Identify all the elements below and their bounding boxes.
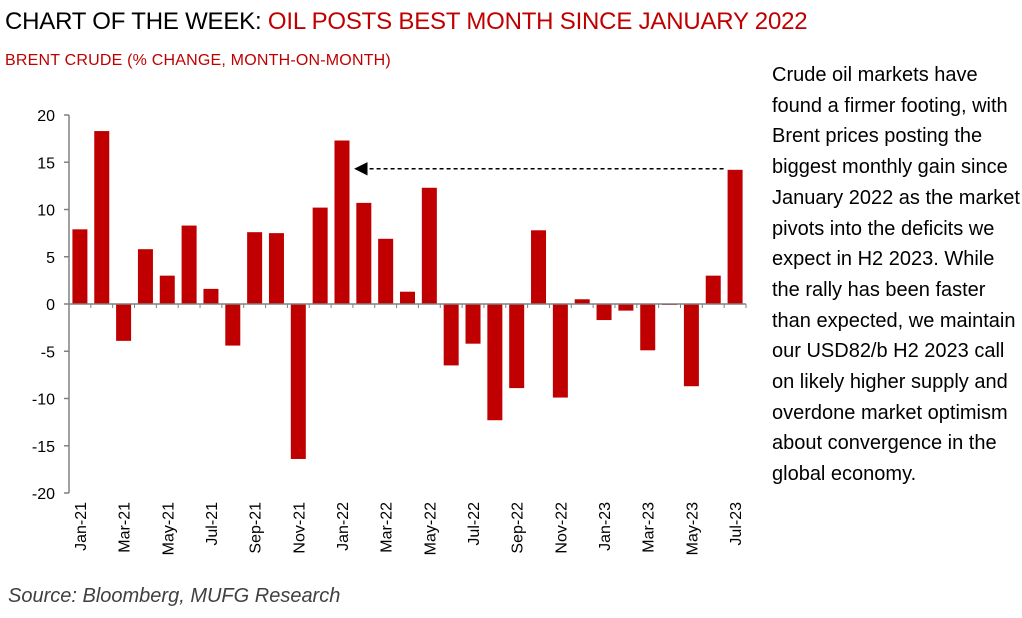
bar-Dec-22	[574, 299, 590, 304]
y-tick-label: -5	[41, 344, 55, 361]
bar-Apr-22	[400, 291, 415, 304]
y-tick-label: -10	[32, 392, 55, 409]
bar-Nov-21	[290, 304, 306, 459]
x-tick-label: Mar-23	[641, 502, 658, 553]
title-highlight: OIL POSTS BEST MONTH SINCE JANUARY 2022	[267, 8, 808, 35]
x-tick-label: Jan-21	[73, 502, 90, 551]
x-axis: Jan-21 Mar-21 May-21 Jul-21 Sep-21 Nov-21 Jan-…	[68, 303, 747, 555]
chart-title: CHART OF THE WEEK: OIL POSTS BEST MONTH …	[5, 8, 808, 36]
y-axis: 20 15 10 5 0 -5 -10 -15 -20	[32, 108, 70, 503]
y-tick-label: 0	[46, 297, 55, 314]
bar-Apr-21	[137, 249, 153, 304]
x-tick-label: Nov-22	[553, 502, 570, 554]
bar-Feb-22	[356, 202, 372, 304]
bar-Sep-21	[247, 232, 263, 304]
bar-Jun-23	[705, 275, 721, 304]
bar-Aug-22	[487, 304, 503, 421]
x-tick-label: Sep-22	[510, 502, 527, 554]
y-tick-label: 10	[37, 203, 55, 220]
title-prefix: CHART OF THE WEEK:	[5, 8, 268, 35]
bar-Jun-22	[443, 304, 459, 366]
x-tick-label: May-21	[160, 502, 177, 555]
bar-Mar-23	[640, 304, 656, 351]
chart-subtitle: BRENT CRUDE (% CHANGE, MONTH-ON-MONTH)	[5, 52, 391, 69]
bar-Jan-23	[596, 304, 612, 321]
bar-Feb-23	[618, 304, 634, 311]
commentary-text: Crude oil markets have found a firmer fo…	[772, 64, 1020, 486]
x-tick-label: Jul-22	[466, 502, 483, 546]
bar-series	[72, 131, 743, 459]
x-tick-label: Mar-21	[117, 502, 134, 553]
bar-May-23	[683, 304, 699, 387]
bar-Jun-21	[181, 225, 197, 304]
x-tick-label: Jan-23	[597, 502, 614, 551]
bar-Mar-22	[378, 238, 394, 304]
x-tick-label: May-23	[684, 502, 701, 555]
bar-Jan-21	[72, 229, 88, 304]
y-tick-label: 15	[37, 155, 55, 172]
bar-Oct-22	[531, 230, 547, 304]
x-tick-label: Jul-21	[204, 502, 221, 546]
bar-May-22	[421, 187, 437, 304]
source-note: Source: Bloomberg, MUFG Research	[8, 585, 341, 607]
bar-Jul-22	[465, 304, 481, 344]
x-tick-label: May-22	[422, 502, 439, 555]
y-tick-label: 20	[37, 108, 55, 125]
y-tick-label: -20	[32, 486, 55, 503]
bar-Dec-21	[312, 207, 328, 304]
bar-Aug-21	[225, 304, 241, 346]
bar-May-21	[159, 275, 175, 304]
x-tick-label: Jan-22	[335, 502, 352, 551]
bar-Jan-22	[334, 140, 350, 304]
bar-Nov-22	[552, 304, 568, 398]
y-tick-label: -15	[32, 439, 55, 456]
bar-Feb-21	[94, 131, 110, 304]
bar-chart: 20 15 10 5 0 -5 -10 -15 -20 Jan-21 Mar-21 May-21 Ju…	[32, 108, 747, 555]
x-tick-label: Sep-21	[248, 502, 265, 554]
x-tick-label: Jul-23	[728, 502, 745, 546]
bar-Jul-23	[727, 169, 743, 304]
y-tick-label: 5	[46, 250, 55, 267]
bar-Sep-22	[509, 304, 525, 389]
x-tick-label: Nov-21	[291, 502, 308, 554]
bar-Jul-21	[203, 288, 219, 304]
bar-Mar-21	[116, 304, 132, 341]
bar-Oct-21	[268, 233, 284, 305]
x-tick-label: Mar-22	[379, 502, 396, 553]
